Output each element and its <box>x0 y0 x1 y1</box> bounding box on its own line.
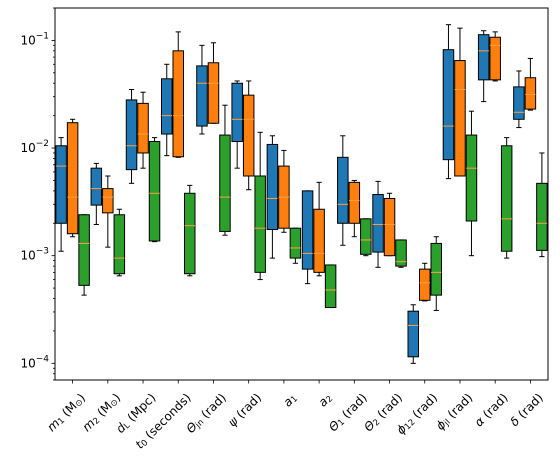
box-body <box>337 156 349 224</box>
box-body <box>102 188 114 214</box>
box-1-10 <box>372 180 384 268</box>
box-1-1 <box>55 137 67 252</box>
box-3-7 <box>289 227 302 264</box>
box-body <box>125 99 138 171</box>
box-body <box>348 181 361 224</box>
box-body <box>500 145 513 252</box>
box-2-10 <box>383 192 396 257</box>
box-1-9 <box>337 135 349 246</box>
y-tick-label: 10−2 <box>20 139 49 155</box>
box-2-8 <box>313 181 325 277</box>
box-2-2 <box>102 175 114 248</box>
box-body <box>301 190 314 270</box>
box-3-12 <box>465 110 478 257</box>
box-2-5 <box>207 42 220 124</box>
box-body <box>360 218 372 255</box>
box-1-7 <box>266 135 279 259</box>
box-3-5 <box>219 104 231 236</box>
box-body <box>513 86 525 120</box>
box-1-13 <box>477 30 490 103</box>
box-2-7 <box>278 149 290 233</box>
box-body <box>454 60 466 177</box>
x-tick-label: α (rad) <box>472 390 511 429</box>
box-body <box>407 310 419 358</box>
y-tick-label: 10−3 <box>20 247 49 263</box>
x-tick-label: ψ (rad) <box>225 390 264 429</box>
box-body <box>196 65 208 127</box>
box-body <box>266 143 279 231</box>
box-body <box>66 122 79 235</box>
box-body <box>489 36 501 81</box>
box-2-4 <box>172 31 184 158</box>
box-body <box>231 82 243 143</box>
box-body <box>430 242 442 296</box>
box-body <box>477 34 490 81</box>
box-1-14 <box>513 70 525 129</box>
box-body <box>55 145 67 224</box>
box-series-group <box>55 24 548 364</box>
box-body <box>536 182 548 251</box>
box-1-5 <box>196 44 208 135</box>
box-3-8 <box>324 264 337 309</box>
box-2-12 <box>454 27 466 177</box>
x-tick-label: m1 (M⊙) <box>44 390 88 434</box>
box-1-2 <box>90 162 103 225</box>
box-2-13 <box>489 31 501 82</box>
box-body <box>78 214 90 286</box>
box-body <box>161 78 173 135</box>
box-body <box>254 175 266 273</box>
box-2-14 <box>524 57 537 111</box>
box-body <box>113 214 126 275</box>
box-body <box>313 208 325 273</box>
box-3-13 <box>500 137 513 259</box>
box-3-9 <box>360 218 372 257</box>
box-body <box>383 197 396 257</box>
x-tick-label: a1 <box>280 390 300 410</box>
plot-frame <box>54 7 549 381</box>
box-3-11 <box>430 236 442 311</box>
box-body <box>524 77 537 110</box>
box-3-6 <box>254 131 266 281</box>
box-body <box>137 102 149 154</box>
x-tick-label: a2 <box>316 390 336 410</box>
box-3-3 <box>148 137 161 243</box>
y-tick-label: 10−1 <box>20 31 49 47</box>
box-2-9 <box>348 179 361 238</box>
box-3-1 <box>78 214 90 296</box>
box-1-11 <box>407 304 419 364</box>
box-3-14 <box>536 152 548 258</box>
box-body <box>184 192 196 275</box>
box-3-4 <box>184 184 196 277</box>
x-tick-label: ϕjl (rad) <box>433 390 476 433</box>
box-1-8 <box>301 190 314 285</box>
box-1-6 <box>231 80 243 169</box>
box-body <box>207 62 220 124</box>
box-3-2 <box>113 208 126 277</box>
x-tick-label: δ (rad) <box>507 390 545 428</box>
y-axis: 10−4 10−3 10−2 10−1 <box>20 7 55 381</box>
box-3-10 <box>395 239 407 268</box>
box-1-4 <box>161 63 173 157</box>
box-body <box>242 94 255 177</box>
box-body <box>148 141 161 242</box>
box-body <box>419 268 431 301</box>
x-axis: m1 (M⊙)m2 (M⊙)dL (Mpc)t0 (seconds)Θjn (r… <box>44 380 546 452</box>
box-body <box>395 239 407 267</box>
box-body <box>90 167 103 206</box>
box-body <box>289 227 302 259</box>
y-tick-label: 10−4 <box>20 354 49 370</box>
box-1-12 <box>442 24 455 180</box>
box-body <box>172 50 184 158</box>
box-2-3 <box>137 91 149 169</box>
box-body <box>372 194 384 253</box>
box-body <box>219 134 231 232</box>
box-2-1 <box>66 118 79 238</box>
box-2-11 <box>419 262 431 302</box>
box-2-6 <box>242 80 255 191</box>
box-body <box>324 264 337 309</box>
box-1-3 <box>125 88 138 184</box>
box-body <box>442 49 455 161</box>
box-body <box>465 134 478 222</box>
